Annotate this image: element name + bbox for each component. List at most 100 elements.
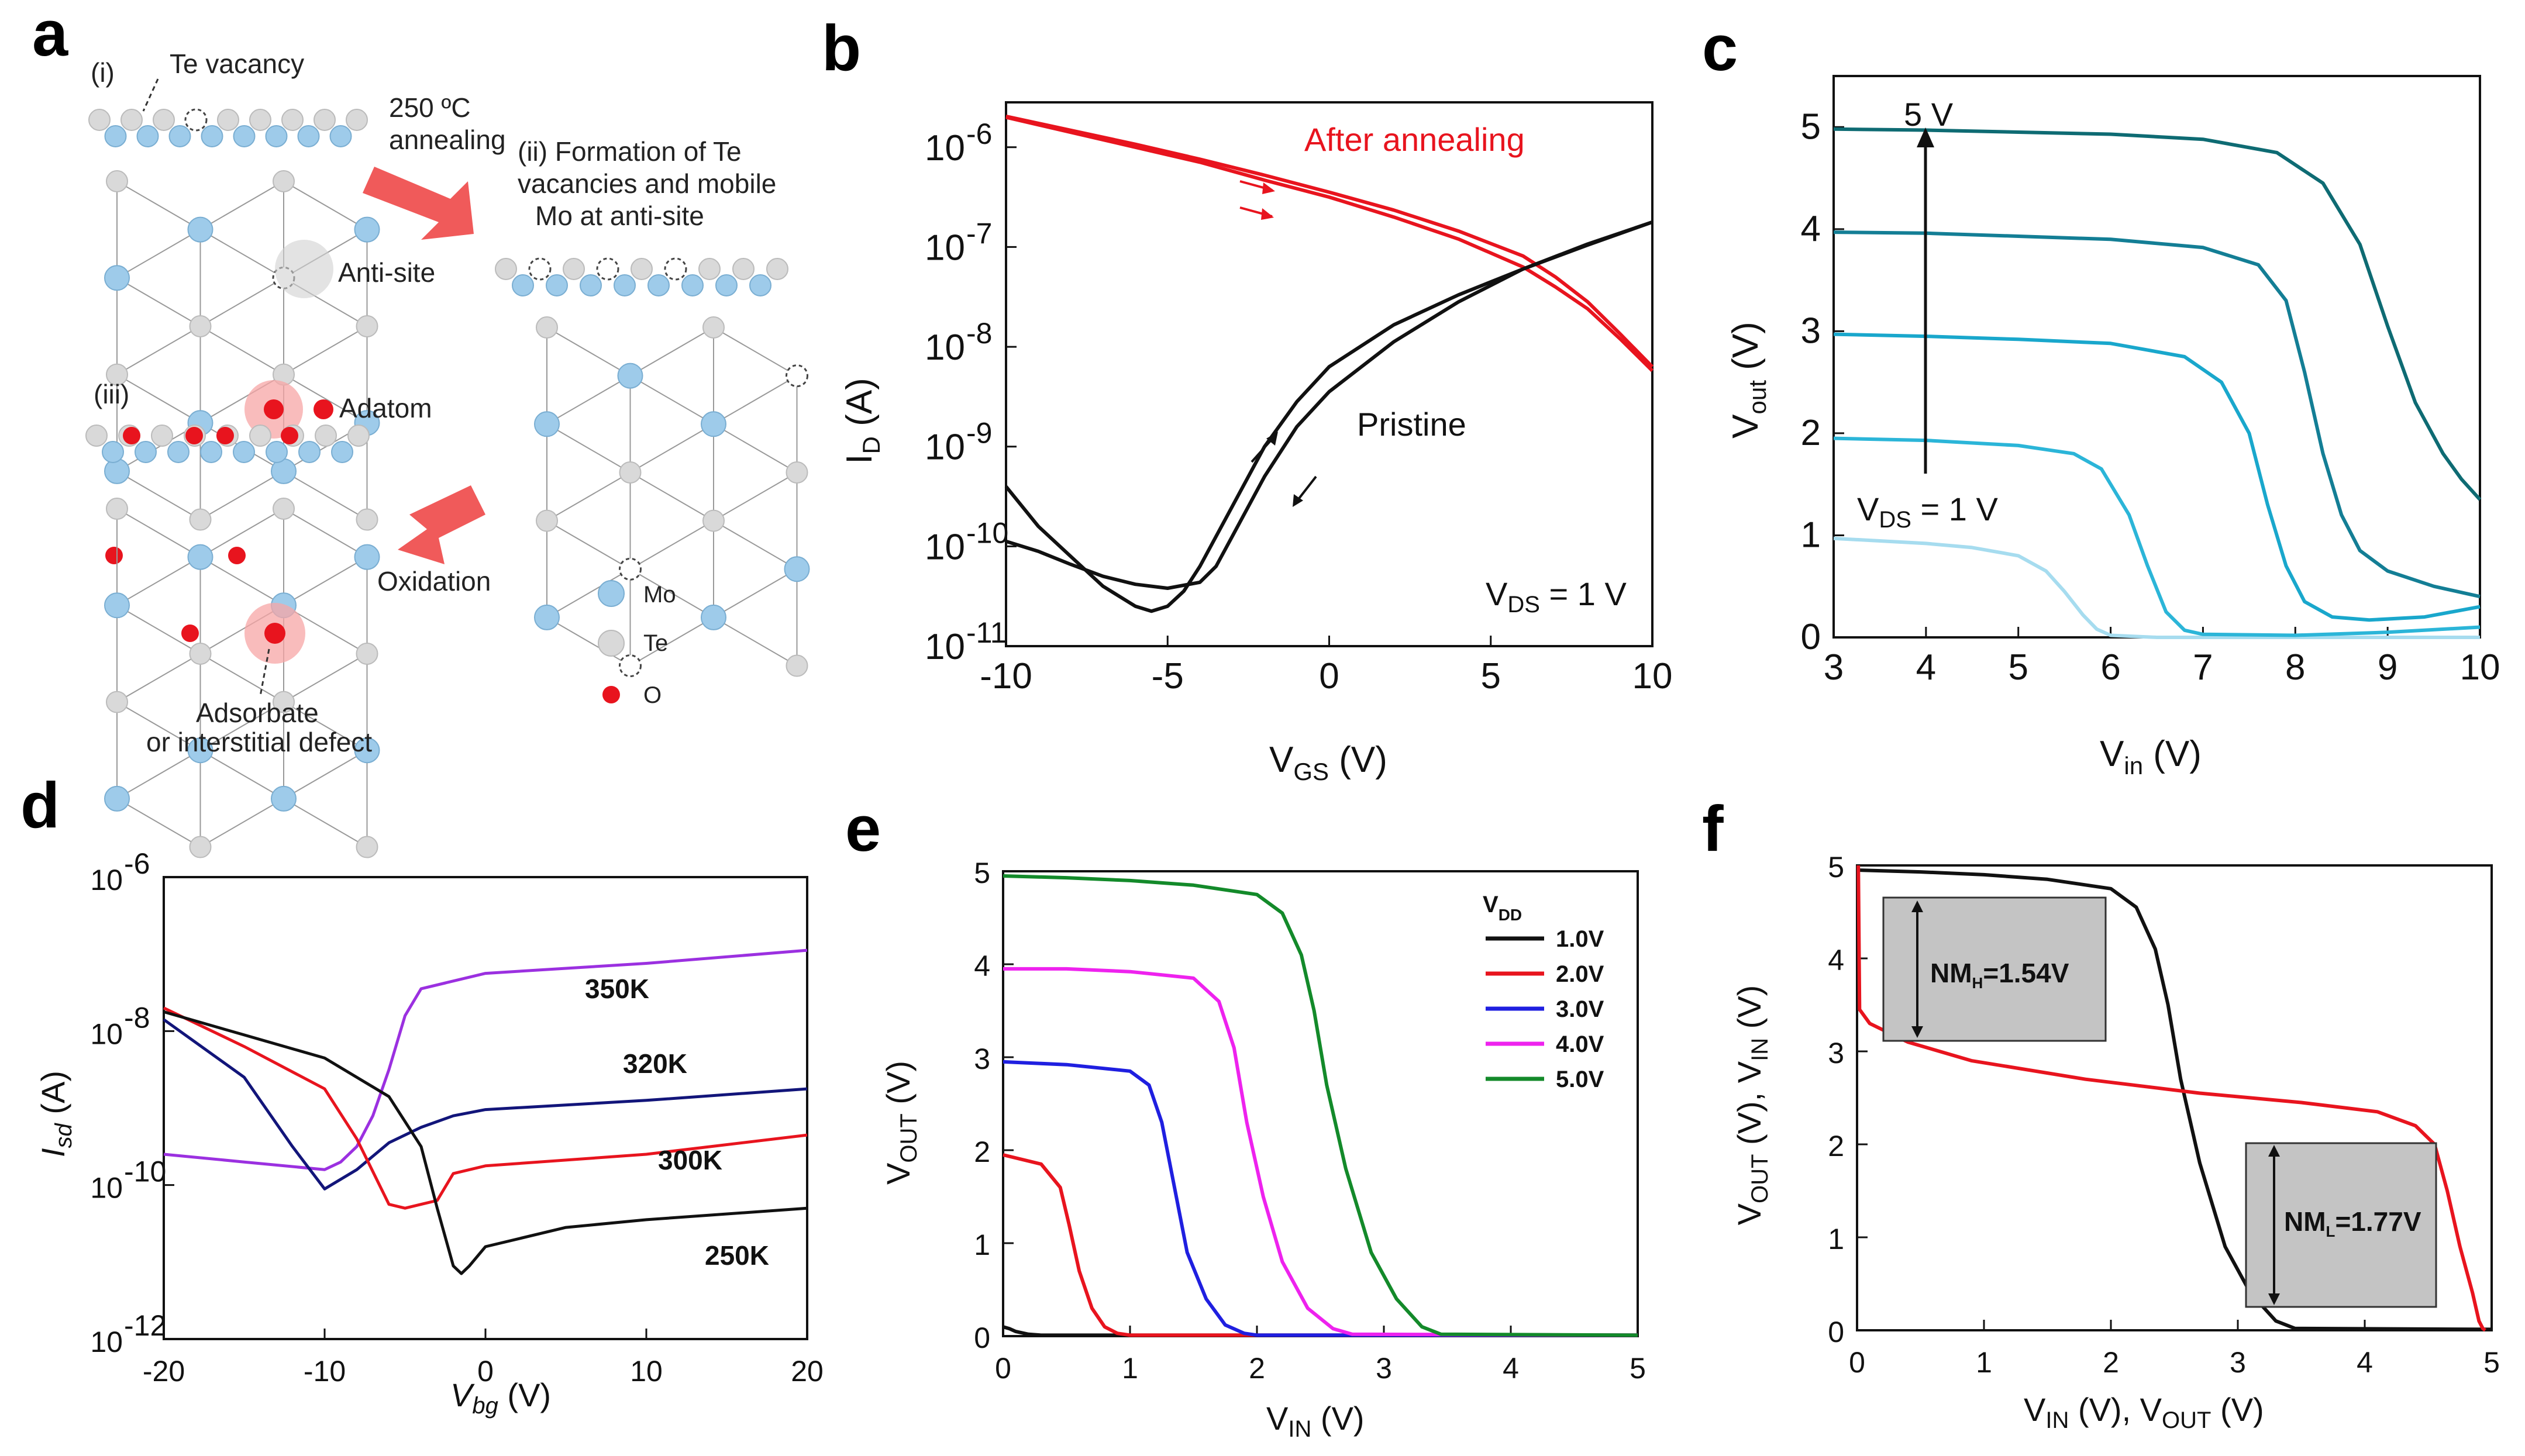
side-iii-te-atom [85,425,108,447]
top-i-bond [283,181,368,230]
step-ii-label-2: vacancies and mobile [518,168,776,199]
adatom-legend-dot [314,399,333,419]
side-iii-mo-atom [298,441,321,463]
side-ii-mo-atom [647,274,670,296]
e-series-4-0v [1003,967,1638,1337]
f-ytick-label: 3 [1828,1037,1844,1069]
f-ytick-label: 2 [1828,1130,1844,1162]
side-view-i [88,108,368,147]
b-xtick-label: 5 [1481,656,1501,696]
top-i-bond [116,229,201,279]
side-ii-te-atom [698,258,721,280]
top-i-bond [199,229,284,279]
top-iii-bond [199,750,284,799]
side-ii-te-atom [631,258,653,280]
top-ii-bond [629,520,714,570]
top-ii-mo-atom [534,604,560,630]
d-label-250k: 250K [705,1240,769,1271]
side-ii-te-atom [495,258,517,280]
te-vacancy-pointer [142,78,159,112]
c-ytick-label: 2 [1801,413,1821,453]
f-xtick-label: 0 [1849,1346,1865,1379]
top-ii-te-atom [702,509,725,532]
top-i-te-atom [189,315,212,337]
d-xtick-label: 0 [477,1355,494,1388]
b-xlabel: VGS (V) [1269,740,1387,785]
side-ii-te-atom [732,258,755,280]
top-ii-bond [546,520,631,570]
e-legend-entry: 5.0V [1556,1067,1604,1092]
f-nml-label: NML=1.77V [2284,1206,2421,1240]
e-xtick-label: 2 [1249,1352,1265,1385]
panel-c: c 3 4 5 6 7 8 9 10 0 1 2 3 4 5 Vin (V) Vout (V) 5 V V… [1702,12,2500,779]
top-ii-mo-atom [784,556,810,582]
b-after-annealing-label: After annealing [1304,121,1525,158]
e-plot-frame [1002,870,1639,1337]
side-iii-mo-atom [102,441,124,463]
e-ytick-label: 3 [974,1043,990,1075]
top-ii-te-atom [619,461,642,484]
e-series-2-0v [1003,1153,1638,1337]
top-ii-bond [713,472,798,522]
top-i-bond [199,277,284,327]
c-series-4-v [1833,230,2481,599]
step-iii-label: (iii) [94,379,129,409]
side-i-mo-atom [329,125,352,147]
side-ii-vacancy [596,257,619,281]
c-ytick-label: 1 [1801,515,1821,555]
side-ii-mo-atom [715,274,738,296]
top-view-iii [104,498,380,858]
side-view-iii [85,425,370,642]
b-xtick-label: 0 [1319,656,1339,696]
b-ytick-label: 10 [925,627,965,667]
c-arrow-head [1917,127,1934,147]
b-ytick-exp: -11 [966,616,1007,649]
side-ii-mo-atom [512,274,534,296]
e-legend-title: VDD [1483,892,1522,924]
top-ii-mo-atom [701,604,726,630]
side-i-te-atom [346,109,368,131]
e-xtick-label: 1 [1122,1352,1138,1385]
side-ii-mo-atom [681,274,704,296]
f-nml-arrow-top [2268,1145,2280,1157]
d-series-350k [163,948,808,1171]
c-vds-label: VDS = 1 V [1857,491,1998,533]
top-i-te-atom [106,170,128,192]
arrow-oxidation [398,485,485,564]
b-ytick-exp: -8 [966,317,992,350]
top-i-bond [116,326,201,375]
legend-te-label: Te [643,630,668,656]
top-ii-bond [629,375,714,425]
c-ytick-label: 4 [1801,209,1821,249]
side-ii-mo-atom [580,274,602,296]
top-iii-bond [199,701,284,751]
top-ii-bond [629,568,714,618]
top-iii-mo-atom [271,785,297,812]
top-view-i [104,170,380,531]
e-legend-entry: 4.0V [1556,1031,1604,1057]
side-ii-te-atom [563,258,585,280]
e-legend-entry: 2.0V [1556,961,1604,987]
d-ytick-label: 10 [90,1326,123,1358]
top-iii-mo-atom [354,544,380,570]
adsorbate-atom [264,623,285,644]
top-i-bond [199,181,284,230]
top-ii-te-atom [786,461,808,484]
b-series-pristine-forward- [1004,220,1654,613]
side-iii-te-atom [249,425,271,447]
b-series-after-annealing-sweep-2- [1005,115,1654,372]
e-ylabel: VOUT (V) [880,1061,922,1185]
f-nmh-label: NMH=1.54V [1930,958,2069,992]
top-ii-te-atom [536,509,558,532]
side-i-mo-atom [201,125,223,147]
top-ii-mo-atom [617,363,643,389]
top-ii-bond [713,375,798,425]
side-i-mo-atom [265,125,288,147]
top-i-te-atom [356,508,378,531]
d-ylabel: Isd (A) [35,1071,77,1157]
top-iii-mo-atom [354,737,380,764]
c-series-3-v [1833,332,2481,622]
top-iii-bond [116,798,201,848]
side-ii-mo-atom [749,274,771,296]
